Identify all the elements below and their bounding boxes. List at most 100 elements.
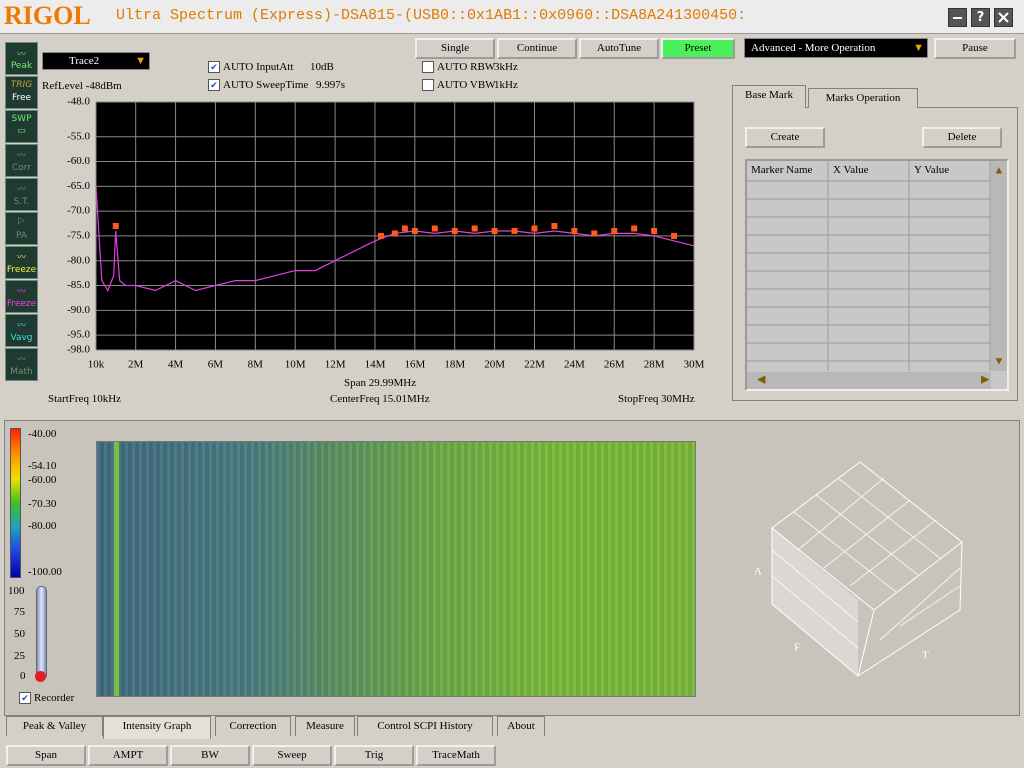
math-button[interactable]: 〰 Math (5, 348, 38, 381)
y-tick-label: -70.0 (67, 205, 90, 217)
peak-marker (651, 227, 658, 234)
window-title: Ultra Spectrum (Express)-DSA815-(USB0::0… (116, 7, 747, 24)
peak-marker (431, 225, 438, 232)
tab-active[interactable]: Intensity Graph (103, 716, 211, 739)
base-mark-tab[interactable]: Base Mark (732, 85, 806, 108)
span: Span 29.99MHz (344, 377, 417, 389)
vavg-button[interactable]: 〰 Vavg (5, 314, 38, 347)
create-button[interactable]: Create (745, 127, 825, 148)
slider-tick: 0 (20, 670, 26, 682)
scale-label: -60.00 (28, 474, 57, 486)
label: Freeze (6, 299, 37, 309)
help-button[interactable]: ? (971, 8, 990, 27)
scale-label: -80.00 (28, 520, 57, 532)
svg-text:▲: ▲ (994, 165, 1005, 177)
input-att-value: 10dB (310, 61, 334, 73)
label: Freeze (6, 265, 37, 275)
bw-button[interactable]: BW (170, 745, 250, 766)
peak-marker (511, 227, 518, 234)
pa-button[interactable]: ▷ PA (5, 212, 38, 245)
y-tick-label: -55.0 (67, 130, 90, 142)
trig-button[interactable]: Trig (334, 745, 414, 766)
preset-button[interactable]: Preset (661, 38, 735, 59)
x-tick-label: 26M (604, 359, 625, 371)
rbw-label: AUTO RBW (437, 61, 496, 73)
peak-marker (491, 227, 498, 234)
swp-button[interactable]: SWP ▭ (5, 110, 38, 143)
table-grid: ▲ ▼ ◀ ▶ (747, 161, 1007, 389)
y-tick-label: -98.0 (67, 344, 90, 356)
checkbox[interactable] (422, 79, 434, 91)
peak-marker (112, 223, 119, 229)
x-tick-label: 20M (484, 359, 505, 371)
x-tick-label: 2M (128, 359, 144, 371)
delete-button[interactable]: Delete (922, 127, 1002, 148)
column-header: Y Value (914, 164, 950, 176)
y-tick-label: -90.0 (67, 304, 90, 316)
span-button[interactable]: Span (6, 745, 86, 766)
slider-tick: 75 (14, 606, 25, 618)
center-freq: CenterFreq 15.01MHz (330, 393, 430, 405)
recorder-slider[interactable] (36, 586, 47, 680)
peak-marker (531, 225, 538, 232)
tab[interactable]: Measure (295, 716, 355, 736)
x-tick-label: 24M (564, 359, 585, 371)
vbw-label: AUTO VBW (437, 79, 496, 91)
peak-marker (451, 227, 458, 234)
continue-button[interactable]: Continue (497, 38, 577, 59)
axis-label: T (922, 650, 929, 662)
freeze-button[interactable]: 〰 Freeze (5, 246, 38, 279)
x-tick-label: 10M (285, 359, 306, 371)
column-header: X Value (833, 164, 869, 176)
tab[interactable]: Control SCPI History (357, 716, 493, 736)
advanced-select[interactable]: Advanced - More Operation ▼ (744, 38, 928, 58)
peak-marker (631, 225, 638, 232)
y-tick-label: -80.0 (67, 254, 90, 266)
label: TRIG (10, 80, 33, 90)
autotune-button[interactable]: AutoTune (579, 38, 659, 59)
peak-button[interactable]: 〰 Peak (5, 42, 38, 75)
tab[interactable]: About (497, 716, 545, 736)
rbw-value: 3kHz (494, 61, 518, 73)
ref-level: RefLevel -48dBm (42, 80, 122, 92)
y-tick-label: -95.0 (67, 329, 90, 341)
checkbox[interactable]: ✔ (208, 61, 220, 73)
scale-label: -40.00 (28, 428, 57, 440)
peak-marker (401, 225, 408, 232)
label: Free (11, 93, 32, 103)
freeze-button[interactable]: 〰 Freeze (5, 280, 38, 313)
plot-area (96, 102, 694, 350)
trace-line (95, 186, 695, 292)
recorder-label: Recorder (34, 692, 75, 704)
checkbox[interactable]: ✔ (208, 79, 220, 91)
peak-marker (591, 230, 598, 237)
tracemath-button[interactable]: TraceMath (416, 745, 496, 766)
single-button[interactable]: Single (415, 38, 495, 59)
stop-freq: StopFreq 30MHz (618, 393, 695, 405)
peak-marker (671, 232, 678, 239)
minimize-button[interactable] (948, 8, 967, 27)
tab[interactable]: Peak & Valley (6, 716, 103, 736)
slider-knob[interactable] (35, 671, 46, 682)
sweep-button[interactable]: Sweep (252, 745, 332, 766)
corr-button[interactable]: 〰 Corr (5, 144, 38, 177)
pause-button[interactable]: Pause (934, 38, 1016, 59)
peak-marker (551, 223, 558, 229)
ampt-button[interactable]: AMPT (88, 745, 168, 766)
recorder-checkbox[interactable]: ✔ (19, 692, 31, 704)
close-button[interactable] (994, 8, 1013, 27)
x-tick-label: 10k (88, 359, 105, 371)
sweep-time-label: AUTO SweepTime (223, 79, 309, 91)
trig-button[interactable]: TRIG Free (5, 76, 38, 109)
y-tick-label: -65.0 (67, 180, 90, 192)
slider-tick: 25 (14, 650, 25, 662)
trace-select[interactable]: Trace2 ▼ (42, 52, 150, 70)
x-tick-label: 22M (524, 359, 545, 371)
marks-operation-tab[interactable]: Marks Operation (808, 88, 918, 108)
axis-label: F (794, 642, 800, 654)
st-button[interactable]: 〰 S.T. (5, 178, 38, 211)
svg-text:▼: ▼ (994, 356, 1005, 368)
tab[interactable]: Correction (215, 716, 291, 736)
start-freq: StartFreq 10kHz (48, 393, 122, 405)
checkbox[interactable] (422, 61, 434, 73)
